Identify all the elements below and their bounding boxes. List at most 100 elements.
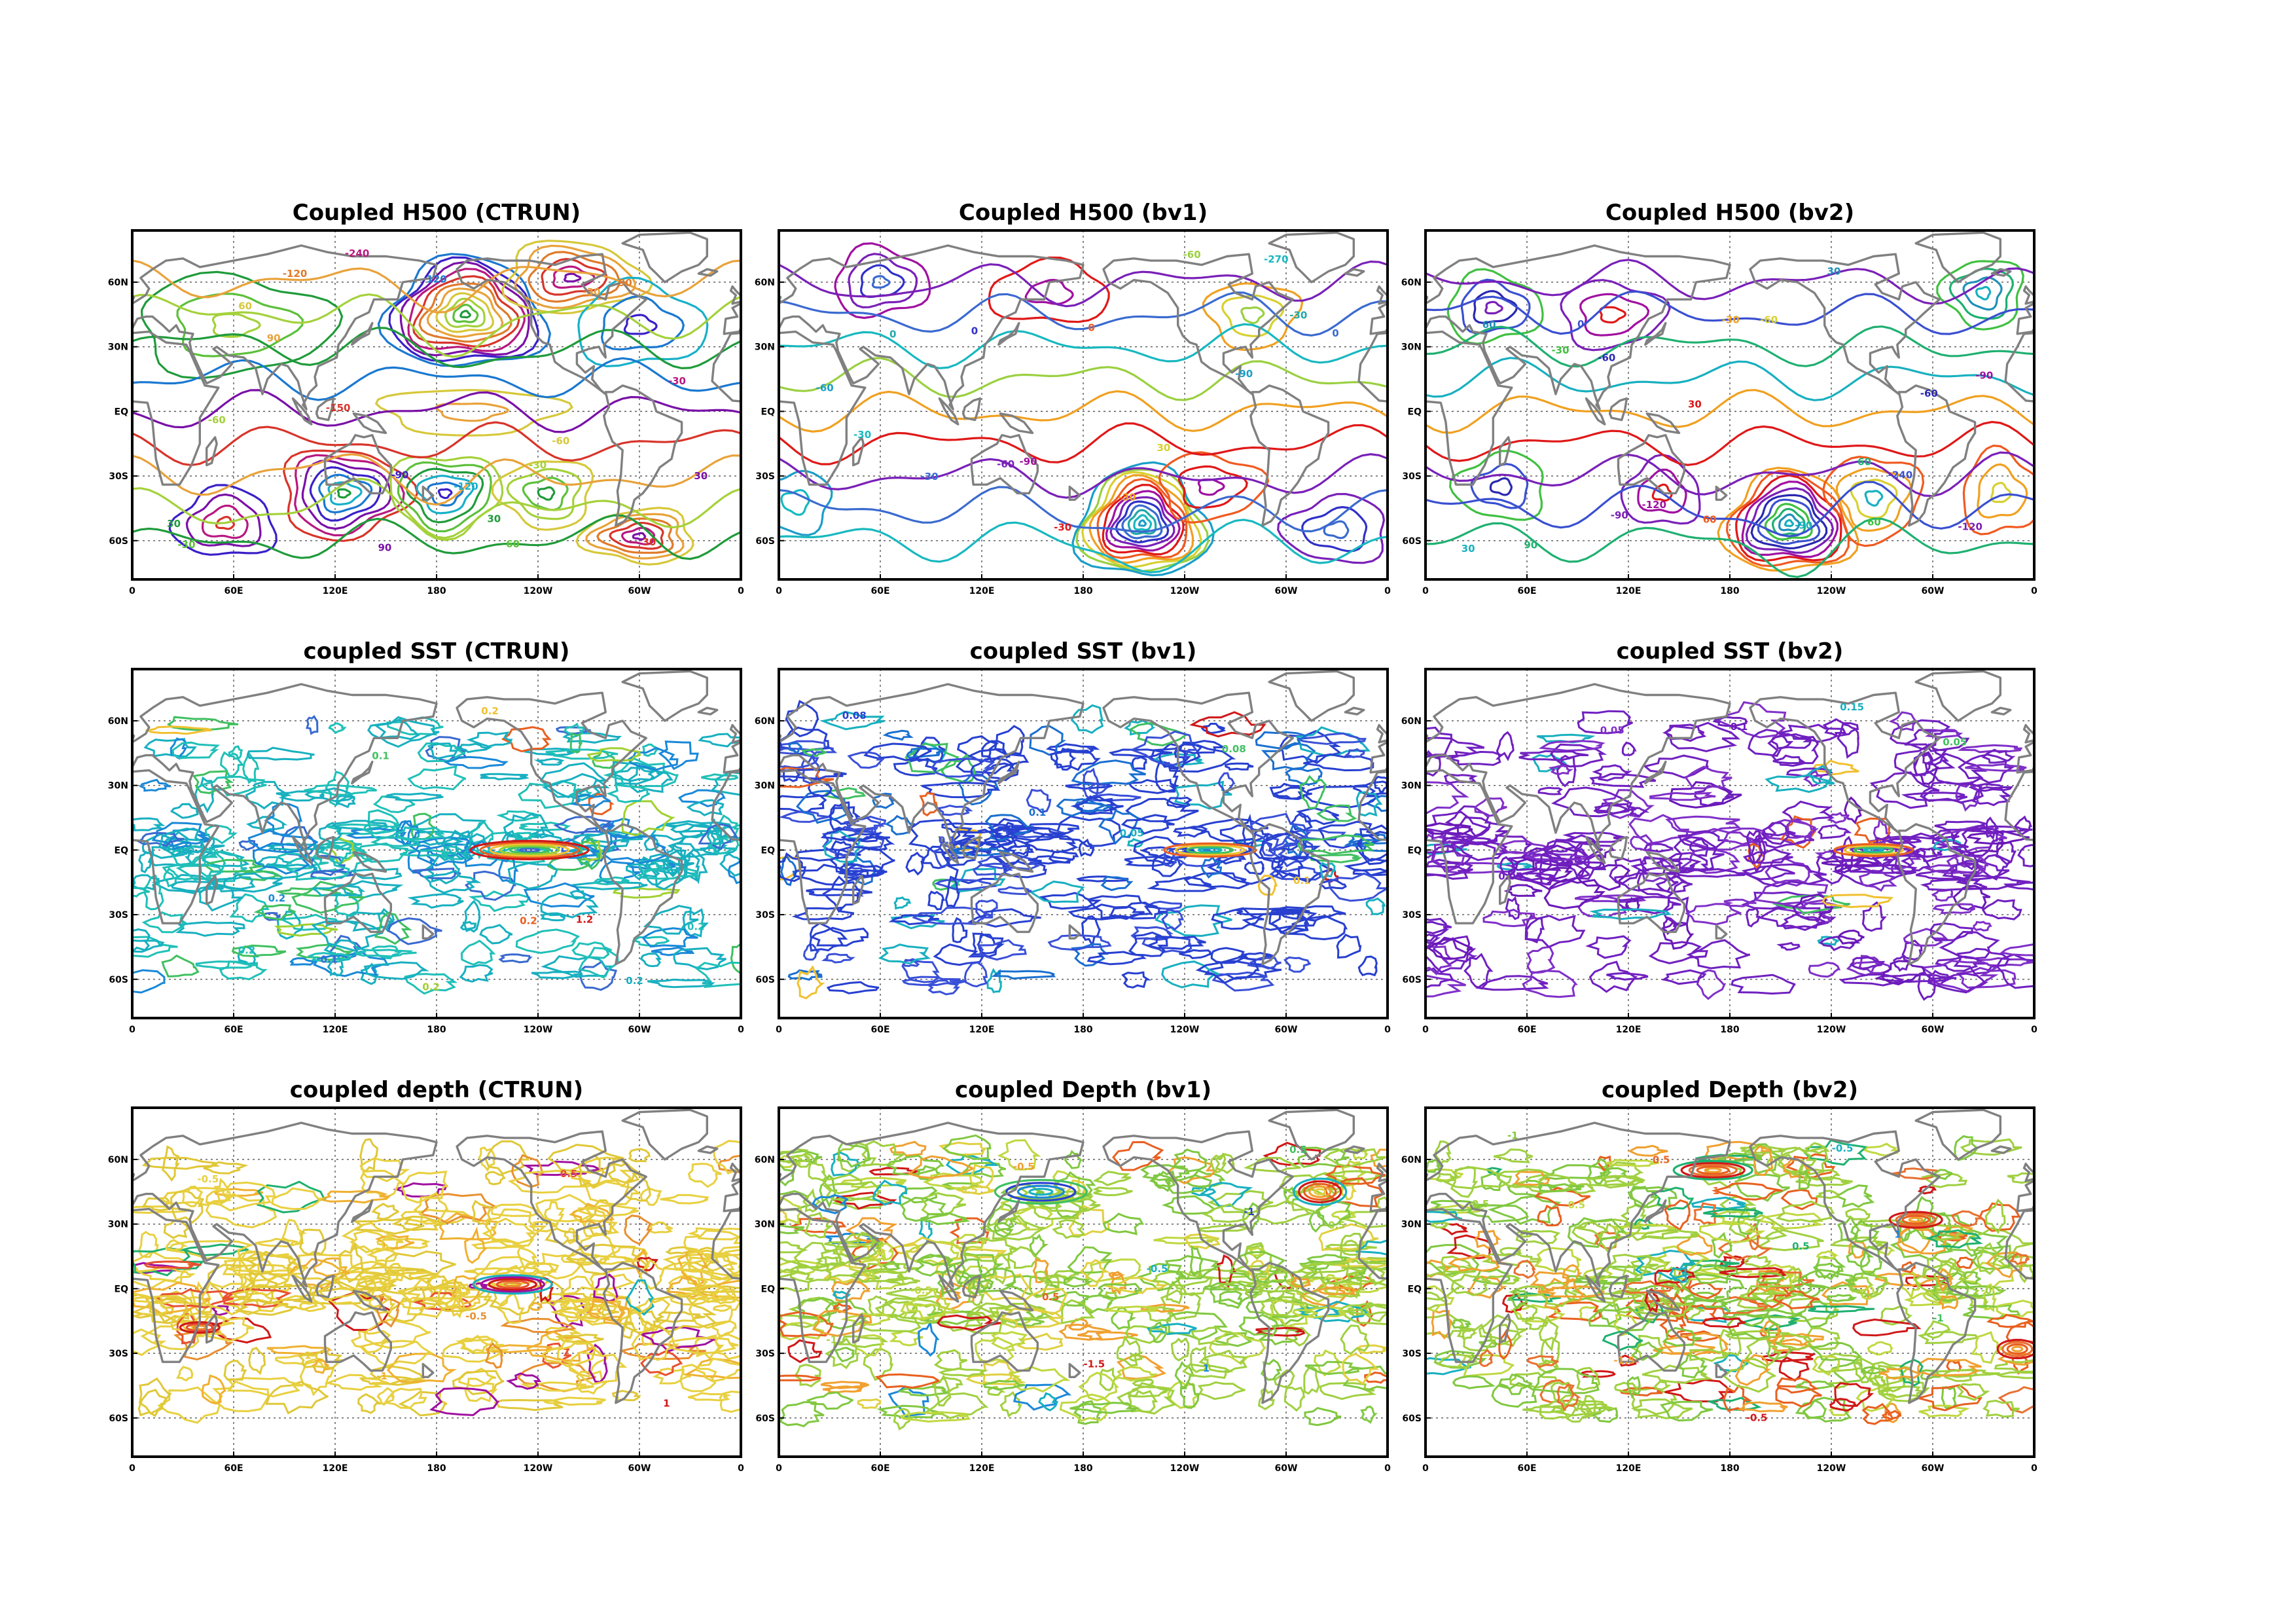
lon-tick-label: 120W [524,1463,553,1474]
contour-label: -60 [997,458,1014,470]
contour-line [1526,1355,1559,1369]
contour-line [1962,851,1980,871]
contour-line [1900,848,1931,872]
contour-line [1352,780,1388,797]
contour-line [306,714,319,735]
contour-line [1186,845,1234,854]
contour-line [138,1377,172,1415]
contour-line [1975,285,1992,301]
lon-tick-label: 120W [1817,1463,1846,1474]
coastline [999,851,1034,873]
contour-line [456,1336,505,1355]
contour-line [1085,1258,1142,1283]
contour-line [1688,1163,1738,1177]
contour-line [1168,1156,1218,1185]
contour-line [1507,1289,1528,1310]
contour-line [1677,1354,1708,1379]
contour-line [185,493,262,547]
contour-label: -1.5 [1083,1359,1105,1370]
contour-line [1522,1406,1567,1413]
lat-tick-label: 30S [755,471,775,482]
contour-line [863,742,932,761]
contour-line [624,1305,661,1334]
contour-line [1641,1300,1694,1318]
coastline [456,691,647,834]
contour-line [1271,905,1346,922]
contour-line [562,732,622,744]
contour-label: -0.5 [910,1285,932,1296]
lon-tick-label: 0 [776,1025,782,1035]
contour-line [1016,1332,1064,1351]
lon-tick-label: 60W [1275,1025,1298,1035]
contour-line [1576,1366,1601,1391]
contour-line [305,1281,363,1302]
contour-line [1903,835,1969,863]
contour-line [921,782,1001,799]
contour-line [373,716,440,748]
contour-line [1299,1284,1348,1307]
contour-line [265,1380,329,1415]
contour-line [132,817,166,831]
contour-line [1190,1326,1240,1346]
coastline [1585,1274,1606,1303]
map-plot: 0.080.10.10.050.080.10 60E 120E 180 120W 60W 0… [755,668,1391,1035]
contour-line [1990,481,2012,503]
contour-line [543,1396,606,1406]
contour-line [1081,471,1202,568]
contour-line [311,920,384,952]
contour-line [132,969,166,994]
coastline [2004,331,2034,403]
panel-title: Coupled H500 (CTRUN) [292,200,581,226]
contour-line [314,843,351,865]
contour-line [1266,1285,1295,1317]
contour-line [541,1338,597,1368]
contour-line [1164,1254,1223,1280]
contour-line [1289,1277,1312,1288]
contour-line [1977,463,2028,519]
coastline [603,384,683,527]
contour-line [846,815,887,831]
contour-line [893,1408,914,1431]
lat-tick-label: EQ [761,845,776,856]
contour-line [808,777,833,797]
contour-line [2000,943,2034,957]
contour-line [1586,1158,1612,1185]
contour-line [1673,836,1725,873]
contour-line [779,1154,802,1169]
contour-line [1633,1218,1653,1230]
contour-line [1963,1304,2021,1321]
contour-line [1210,1153,1227,1174]
contour-line [832,1233,878,1259]
contour-line [334,892,359,917]
contour-line [1792,893,1835,921]
coastline [315,1274,335,1299]
contour-line [1496,1168,1552,1189]
lon-tick-label: 120W [524,586,553,596]
lat-tick-label: 60N [108,1155,128,1165]
contour-line [2006,1343,2028,1355]
contour-line [712,1304,732,1312]
contour-label: -1 [1244,1206,1255,1218]
coastline [422,924,435,939]
contour-line [1917,971,1937,1001]
contour-line [1053,1171,1096,1198]
contour-line [968,1273,1031,1301]
coastline [323,872,392,934]
contour-line [804,1212,834,1239]
contour-line [147,1296,188,1323]
contour-label: -30 [1289,310,1307,321]
lon-tick-label: 180 [1073,1025,1092,1035]
contour-line [1770,733,1814,750]
contour-line [1113,1366,1158,1382]
contour-line [1244,860,1265,875]
contour-line [976,939,1027,961]
contour-line [1704,1167,1722,1173]
contour-line [1450,1273,1488,1296]
coastline [132,244,438,410]
contour-label: 0.05 [1498,871,1522,883]
contour-line [141,1156,221,1170]
contour-line [1628,814,1690,845]
contour-line [1283,1186,1299,1205]
contour-line [1450,1319,1472,1330]
